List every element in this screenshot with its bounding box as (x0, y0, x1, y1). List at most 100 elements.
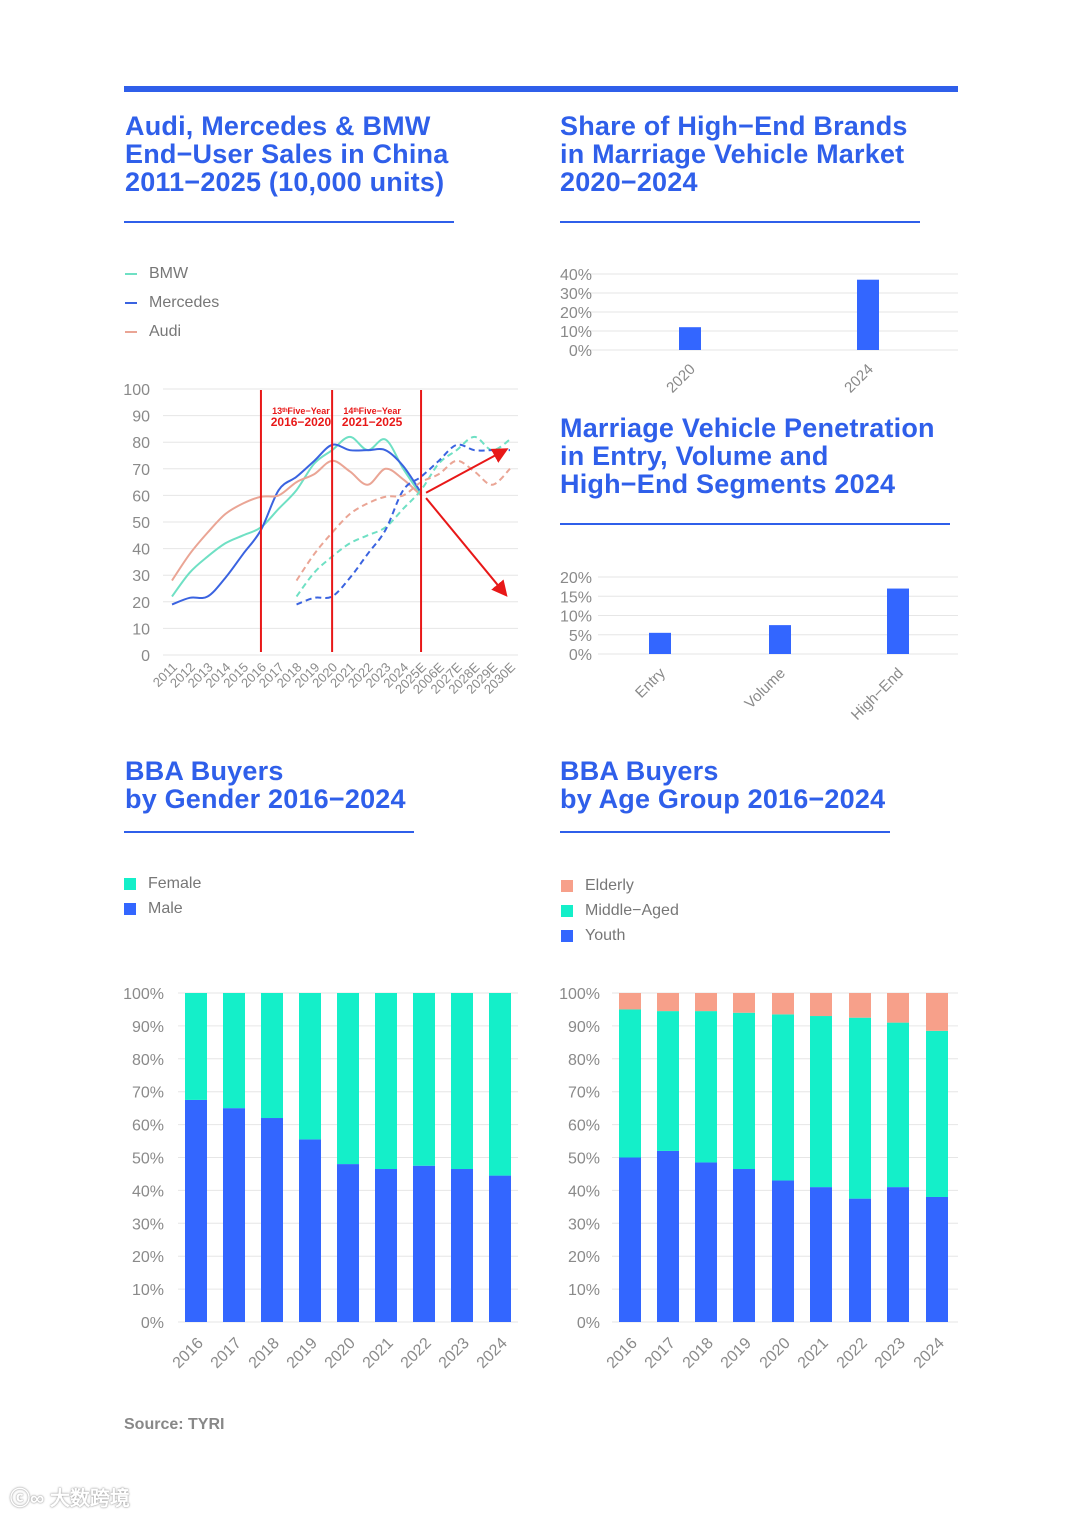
five-year-plan-period: 2016−2020 (271, 415, 332, 429)
x-tick-label: Volume (741, 665, 788, 712)
bar-segment-youth (926, 1196, 948, 1322)
y-tick-label: 90 (132, 409, 150, 426)
legend-item-elderly: Elderly (561, 873, 679, 898)
legend-swatch (561, 879, 573, 892)
bar-segment-female (337, 993, 359, 1165)
top-accent-bar (124, 86, 958, 92)
y-tick-label: 20% (132, 1249, 164, 1266)
x-tick-label: 2024 (911, 1335, 948, 1372)
projection-series-audi (295, 459, 511, 582)
y-tick-label: 100% (559, 986, 600, 1003)
y-tick-label: 40% (560, 267, 592, 284)
bar-segment-elderly (733, 993, 755, 1013)
bar-segment-male (223, 1108, 245, 1322)
y-tick-label: 80% (568, 1052, 600, 1069)
bar-segment-middle-aged (887, 1022, 909, 1188)
bar-segment-youth (887, 1187, 909, 1322)
bar-segment-female (451, 993, 473, 1170)
legend-item-youth: Youth (561, 923, 679, 948)
watermark-logo: ⓒ∞ 大数跨境 (10, 1488, 130, 1510)
x-tick-label: 2020 (757, 1335, 794, 1372)
bar-segment-youth (849, 1198, 871, 1322)
bar-2024 (857, 279, 879, 350)
divider (560, 523, 950, 525)
bar-segment-elderly (772, 993, 794, 1015)
legend-swatch (561, 904, 573, 917)
y-tick-label: 80 (132, 435, 150, 452)
y-tick-label: 100% (123, 986, 164, 1003)
legend-swatch (125, 330, 137, 333)
legend-label: Audi (149, 322, 182, 340)
legend-label: Elderly (585, 876, 634, 894)
legend-swatch (561, 929, 573, 942)
x-tick-label: 2016 (170, 1335, 207, 1372)
y-tick-label: 100 (123, 382, 150, 399)
divider (560, 221, 920, 223)
legend-label: BMW (149, 264, 189, 282)
y-tick-label: 50% (132, 1151, 164, 1168)
legend-swatch (124, 902, 136, 915)
y-tick-label: 15% (560, 589, 592, 606)
line-series-mercedes (171, 443, 422, 606)
divider (124, 221, 454, 223)
y-tick-label: 20% (560, 570, 592, 587)
legend-label: Male (148, 899, 183, 917)
y-tick-label: 70% (568, 1085, 600, 1102)
y-tick-label: 30% (568, 1216, 600, 1233)
legend-item-female: Female (124, 871, 201, 896)
x-tick-label: 2024 (841, 361, 877, 397)
x-tick-label: High−End (848, 665, 907, 724)
bar-segment-male (185, 1099, 207, 1322)
bar-segment-elderly (619, 993, 641, 1010)
gender-legend: Female Male (124, 871, 201, 921)
share-chart-title: Share of High−End Brands in Marriage Veh… (560, 111, 908, 197)
bar-high−end (887, 588, 909, 654)
bar-segment-female (223, 993, 245, 1109)
y-tick-label: 20% (560, 305, 592, 322)
legend-item-mercedes: Mercedes (125, 288, 219, 317)
bar-segment-male (451, 1169, 473, 1322)
legend-swatch (125, 301, 137, 304)
y-tick-label: 60% (132, 1118, 164, 1135)
five-year-plan-period: 2021−2025 (342, 415, 403, 429)
trend-arrow (425, 497, 508, 597)
bar-segment-male (375, 1169, 397, 1322)
y-tick-label: 0% (141, 1315, 164, 1332)
y-tick-label: 60% (568, 1118, 600, 1135)
y-tick-label: 10% (568, 1282, 600, 1299)
bar-segment-female (185, 993, 207, 1100)
y-tick-label: 40% (132, 1183, 164, 1200)
y-tick-label: 0% (569, 343, 592, 360)
y-tick-label: 60 (132, 488, 150, 505)
y-tick-label: 10% (560, 324, 592, 341)
legend-label: Female (148, 874, 202, 892)
y-tick-label: 10% (560, 609, 592, 626)
bar-segment-female (375, 993, 397, 1170)
x-tick-label: 2016 (604, 1335, 641, 1372)
y-tick-label: 40 (132, 542, 150, 559)
bar-segment-male (261, 1118, 283, 1322)
divider (560, 831, 890, 833)
x-tick-label: 2017 (642, 1335, 679, 1372)
y-tick-label: 70 (132, 462, 150, 479)
bar-segment-female (299, 993, 321, 1140)
y-tick-label: 80% (132, 1052, 164, 1069)
bar-segment-youth (657, 1150, 679, 1322)
y-tick-label: 70% (132, 1085, 164, 1102)
x-tick-label: 2018 (246, 1335, 283, 1372)
bar-segment-elderly (887, 993, 909, 1023)
legend-label: Youth (585, 926, 626, 944)
bar-segment-female (489, 993, 511, 1176)
bar-segment-middle-aged (657, 1011, 679, 1151)
bar-segment-male (489, 1175, 511, 1322)
y-tick-label: 0% (569, 647, 592, 664)
five-year-plan-label: 14ᵗʰFive−Year (343, 406, 401, 416)
x-tick-label: 2019 (284, 1335, 321, 1372)
x-tick-label: 2022 (834, 1335, 871, 1372)
bar-segment-elderly (926, 993, 948, 1031)
legend-item-male: Male (124, 896, 201, 921)
sales-chart-title: Audi, Mercedes & BMW End−User Sales in C… (125, 111, 449, 197)
sales-legend: BMW Mercedes Audi (125, 259, 219, 346)
x-tick-label: 2020 (322, 1335, 359, 1372)
